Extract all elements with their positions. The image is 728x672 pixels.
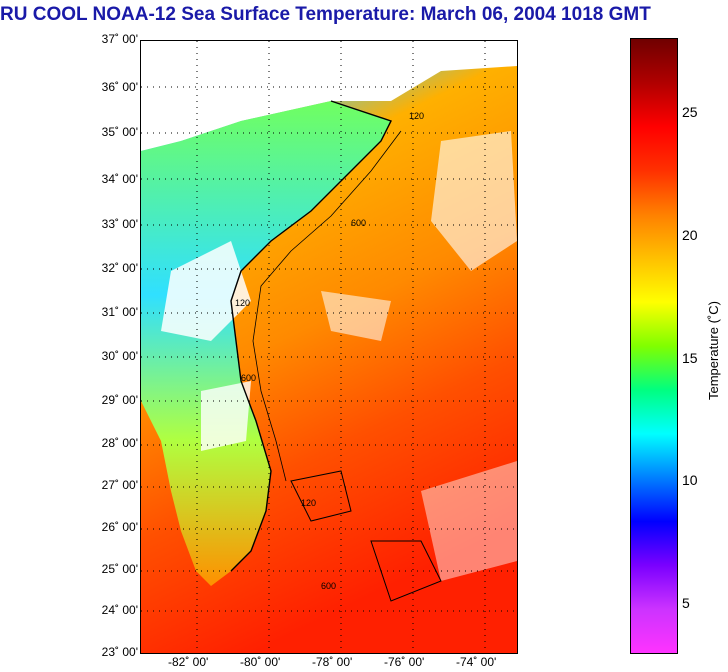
cloud-patch <box>161 241 251 341</box>
cloud-patch <box>431 131 517 271</box>
lat-label: 28˚ 00' <box>101 436 138 450</box>
lat-label: 24˚ 00' <box>101 603 138 617</box>
lat-label: 35˚ 00' <box>101 125 138 139</box>
lat-label: 36˚ 00' <box>101 80 138 94</box>
graticule <box>141 41 517 653</box>
lat-label: 33˚ 00' <box>101 217 138 231</box>
colorbar-tick: 5 <box>682 595 690 611</box>
lon-label: -76˚ 00' <box>384 655 425 669</box>
lon-label: -78˚ 00' <box>312 655 353 669</box>
colorbar-tick: 10 <box>682 472 698 488</box>
coastline <box>230 100 392 572</box>
lon-label: -80˚ 00' <box>240 655 281 669</box>
temperature-colorbar <box>630 38 678 654</box>
colorbar-tick: 25 <box>682 104 698 120</box>
cloud-patch <box>321 291 391 341</box>
isobath-label: 120 <box>409 111 424 121</box>
colorbar-label: Temperature (˚C) <box>706 301 721 400</box>
isobath-contour <box>252 130 402 482</box>
isobath-label: 600 <box>351 218 366 228</box>
bahamas-bank-outline <box>370 540 442 602</box>
lon-label: -82˚ 00' <box>168 655 209 669</box>
isobath-label: 600 <box>321 581 336 591</box>
isobath-label: 600 <box>241 373 256 383</box>
cloud-patch <box>421 461 517 581</box>
lat-label: 37˚ 00' <box>101 32 138 46</box>
no-data-region-north <box>141 41 517 151</box>
map-title: RU COOL NOAA-12 Sea Surface Temperature:… <box>0 4 651 25</box>
sst-map-canvas: 120 600 120 600 120 600 <box>141 41 517 653</box>
lat-label: 32˚ 00' <box>101 261 138 275</box>
sst-map: 120 600 120 600 120 600 <box>140 40 518 654</box>
lat-label: 26˚ 00' <box>101 520 138 534</box>
lat-label: 31˚ 00' <box>101 305 138 319</box>
colorbar-tick: 15 <box>682 350 698 366</box>
cloud-patch <box>201 381 251 451</box>
colorbar-tick: 20 <box>682 227 698 243</box>
isobath-label: 120 <box>235 298 250 308</box>
isobath-label: 120 <box>301 498 316 508</box>
lat-label: 27˚ 00' <box>101 478 138 492</box>
bahamas-bank-outline <box>290 470 352 522</box>
lat-label: 34˚ 00' <box>101 172 138 186</box>
coastal-land-region <box>141 101 391 586</box>
lat-label: 25˚ 00' <box>101 562 138 576</box>
lat-label: 30˚ 00' <box>101 349 138 363</box>
lat-label: 23˚ 00' <box>101 645 138 659</box>
lat-label: 29˚ 00' <box>101 393 138 407</box>
lon-label: -74˚ 00' <box>456 655 497 669</box>
